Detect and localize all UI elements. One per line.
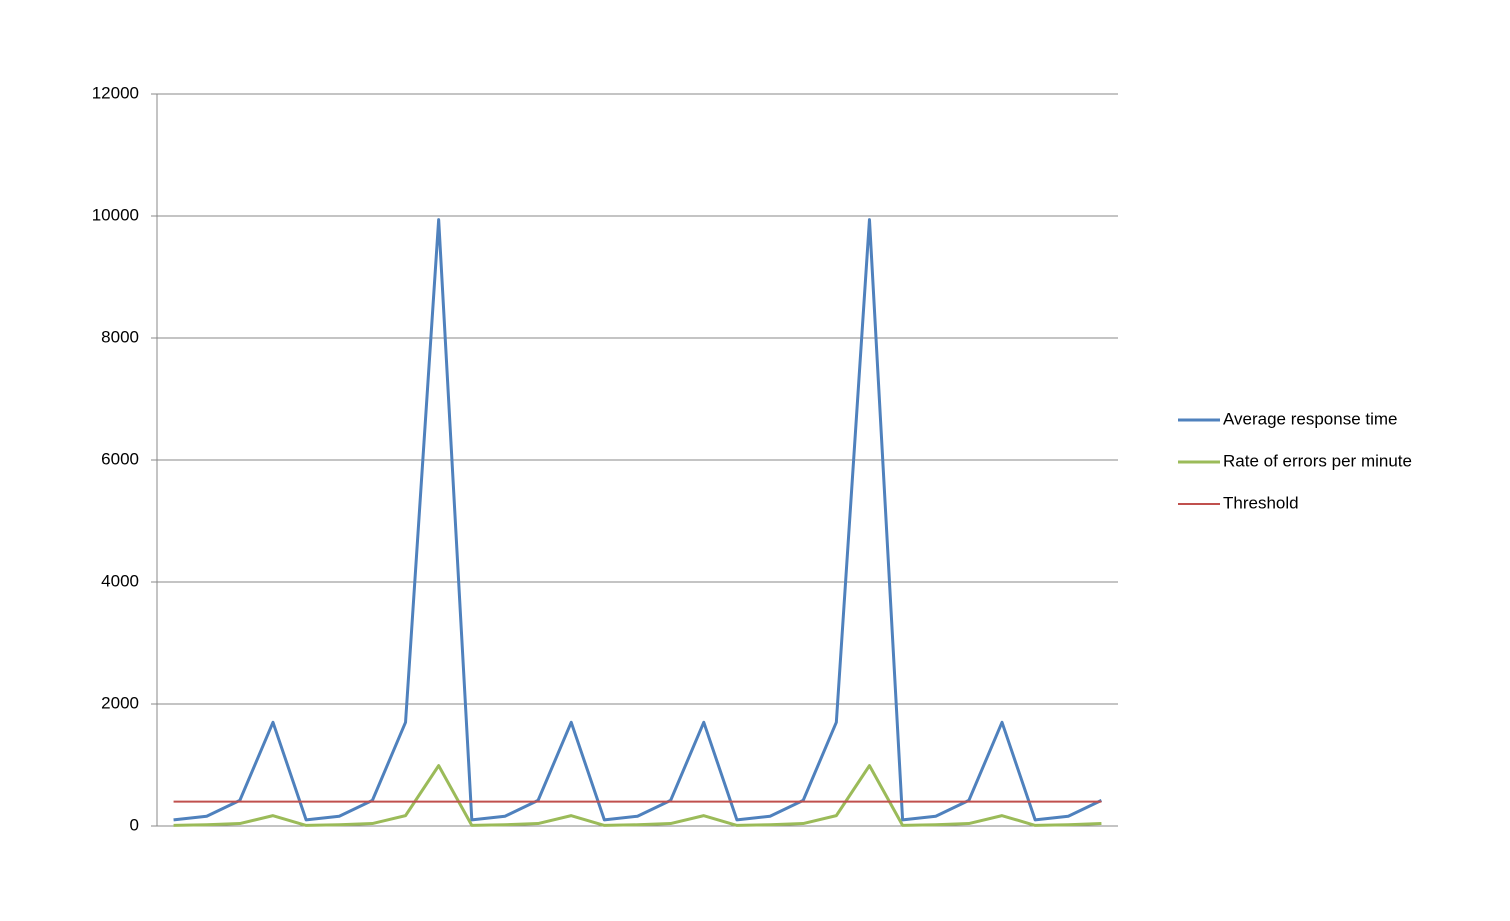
y-tick-label: 12000	[92, 83, 139, 102]
legend-label: Rate of errors per minute	[1223, 451, 1412, 470]
y-tick-label: 2000	[101, 693, 139, 712]
y-tick-label: 6000	[101, 449, 139, 468]
y-tick-label: 0	[130, 815, 139, 834]
y-tick-label: 4000	[101, 571, 139, 590]
series-line	[173, 218, 1103, 822]
y-tick-label: 8000	[101, 327, 139, 346]
series-line	[173, 764, 1102, 827]
y-tick-label: 10000	[92, 205, 139, 224]
legend-label: Average response time	[1223, 409, 1398, 428]
legend-label: Threshold	[1223, 493, 1299, 512]
